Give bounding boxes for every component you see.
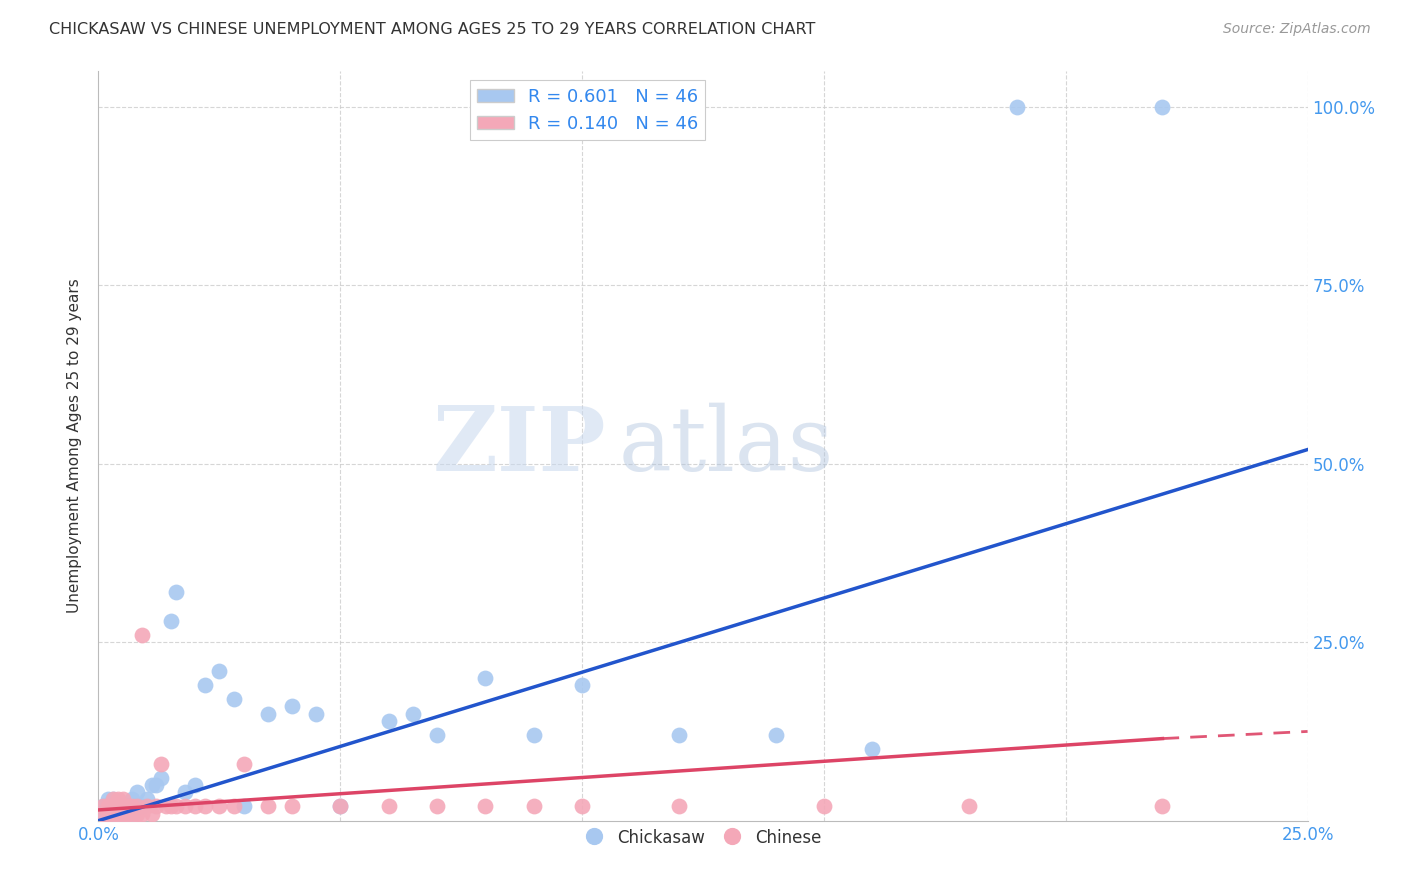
Point [131, 628, 153, 642]
Point [127, 806, 149, 821]
Point [160, 614, 183, 628]
Point [97, 799, 120, 814]
Point [141, 778, 163, 792]
Point [426, 728, 449, 742]
Point [121, 799, 143, 814]
Point [97, 806, 120, 821]
Point [1007, 100, 1029, 114]
Point [208, 799, 231, 814]
Point [222, 799, 245, 814]
Point [117, 806, 139, 821]
Point [101, 799, 124, 814]
Point [97, 792, 120, 806]
Point [184, 778, 207, 792]
Text: CHICKASAW VS CHINESE UNEMPLOYMENT AMONG AGES 25 TO 29 YEARS CORRELATION CHART: CHICKASAW VS CHINESE UNEMPLOYMENT AMONG … [49, 22, 815, 37]
Point [208, 664, 231, 678]
Point [174, 799, 197, 814]
Point [957, 799, 980, 814]
Point [131, 799, 153, 814]
Point [571, 799, 593, 814]
Legend: Chickasaw, Chinese: Chickasaw, Chinese [578, 822, 828, 854]
Point [523, 728, 546, 742]
Point [474, 799, 496, 814]
Point [194, 678, 217, 692]
Point [222, 692, 245, 706]
Point [97, 806, 120, 821]
Point [107, 806, 129, 821]
Point [668, 799, 690, 814]
Point [111, 806, 134, 821]
Point [107, 799, 129, 814]
Point [765, 728, 787, 742]
Point [97, 799, 120, 814]
Point [426, 799, 449, 814]
Point [107, 792, 129, 806]
Point [127, 799, 149, 814]
Point [165, 799, 187, 814]
Point [91, 799, 114, 814]
Point [107, 799, 129, 814]
Point [101, 806, 124, 821]
Point [377, 799, 399, 814]
Point [121, 792, 143, 806]
Point [571, 678, 593, 692]
Point [127, 785, 149, 799]
Point [281, 799, 304, 814]
Point [145, 778, 167, 792]
Point [111, 799, 134, 814]
Point [377, 714, 399, 728]
Point [165, 585, 187, 599]
Point [329, 799, 352, 814]
Point [474, 671, 496, 685]
Point [1152, 799, 1174, 814]
Point [160, 799, 183, 814]
Point [117, 799, 139, 814]
Point [111, 799, 134, 814]
Point [523, 799, 546, 814]
Point [91, 799, 114, 814]
Point [232, 756, 254, 771]
Point [184, 799, 207, 814]
Point [101, 799, 124, 814]
Point [101, 792, 124, 806]
Point [111, 806, 134, 821]
Point [281, 699, 304, 714]
Point [91, 806, 114, 821]
Point [131, 806, 153, 821]
Point [329, 799, 352, 814]
Point [91, 806, 114, 821]
Point [117, 806, 139, 821]
Point [150, 756, 173, 771]
Point [256, 706, 278, 721]
Point [135, 799, 157, 814]
Y-axis label: Unemployment Among Ages 25 to 29 years: Unemployment Among Ages 25 to 29 years [67, 278, 83, 614]
Point [256, 799, 278, 814]
Point [402, 706, 425, 721]
Point [150, 771, 173, 785]
Point [1152, 100, 1174, 114]
Point [101, 806, 124, 821]
Point [111, 792, 134, 806]
Point [127, 799, 149, 814]
Point [668, 728, 690, 742]
Point [101, 792, 124, 806]
Point [121, 806, 143, 821]
Point [121, 806, 143, 821]
Point [155, 799, 177, 814]
Text: Source: ZipAtlas.com: Source: ZipAtlas.com [1223, 22, 1371, 37]
Point [174, 785, 197, 799]
Point [194, 799, 217, 814]
Point [860, 742, 883, 756]
Text: ZIP: ZIP [433, 402, 606, 490]
Point [135, 792, 157, 806]
Point [232, 799, 254, 814]
Text: atlas: atlas [619, 402, 834, 490]
Point [813, 799, 835, 814]
Point [145, 799, 167, 814]
Point [117, 799, 139, 814]
Point [141, 806, 163, 821]
Point [305, 706, 328, 721]
Point [107, 806, 129, 821]
